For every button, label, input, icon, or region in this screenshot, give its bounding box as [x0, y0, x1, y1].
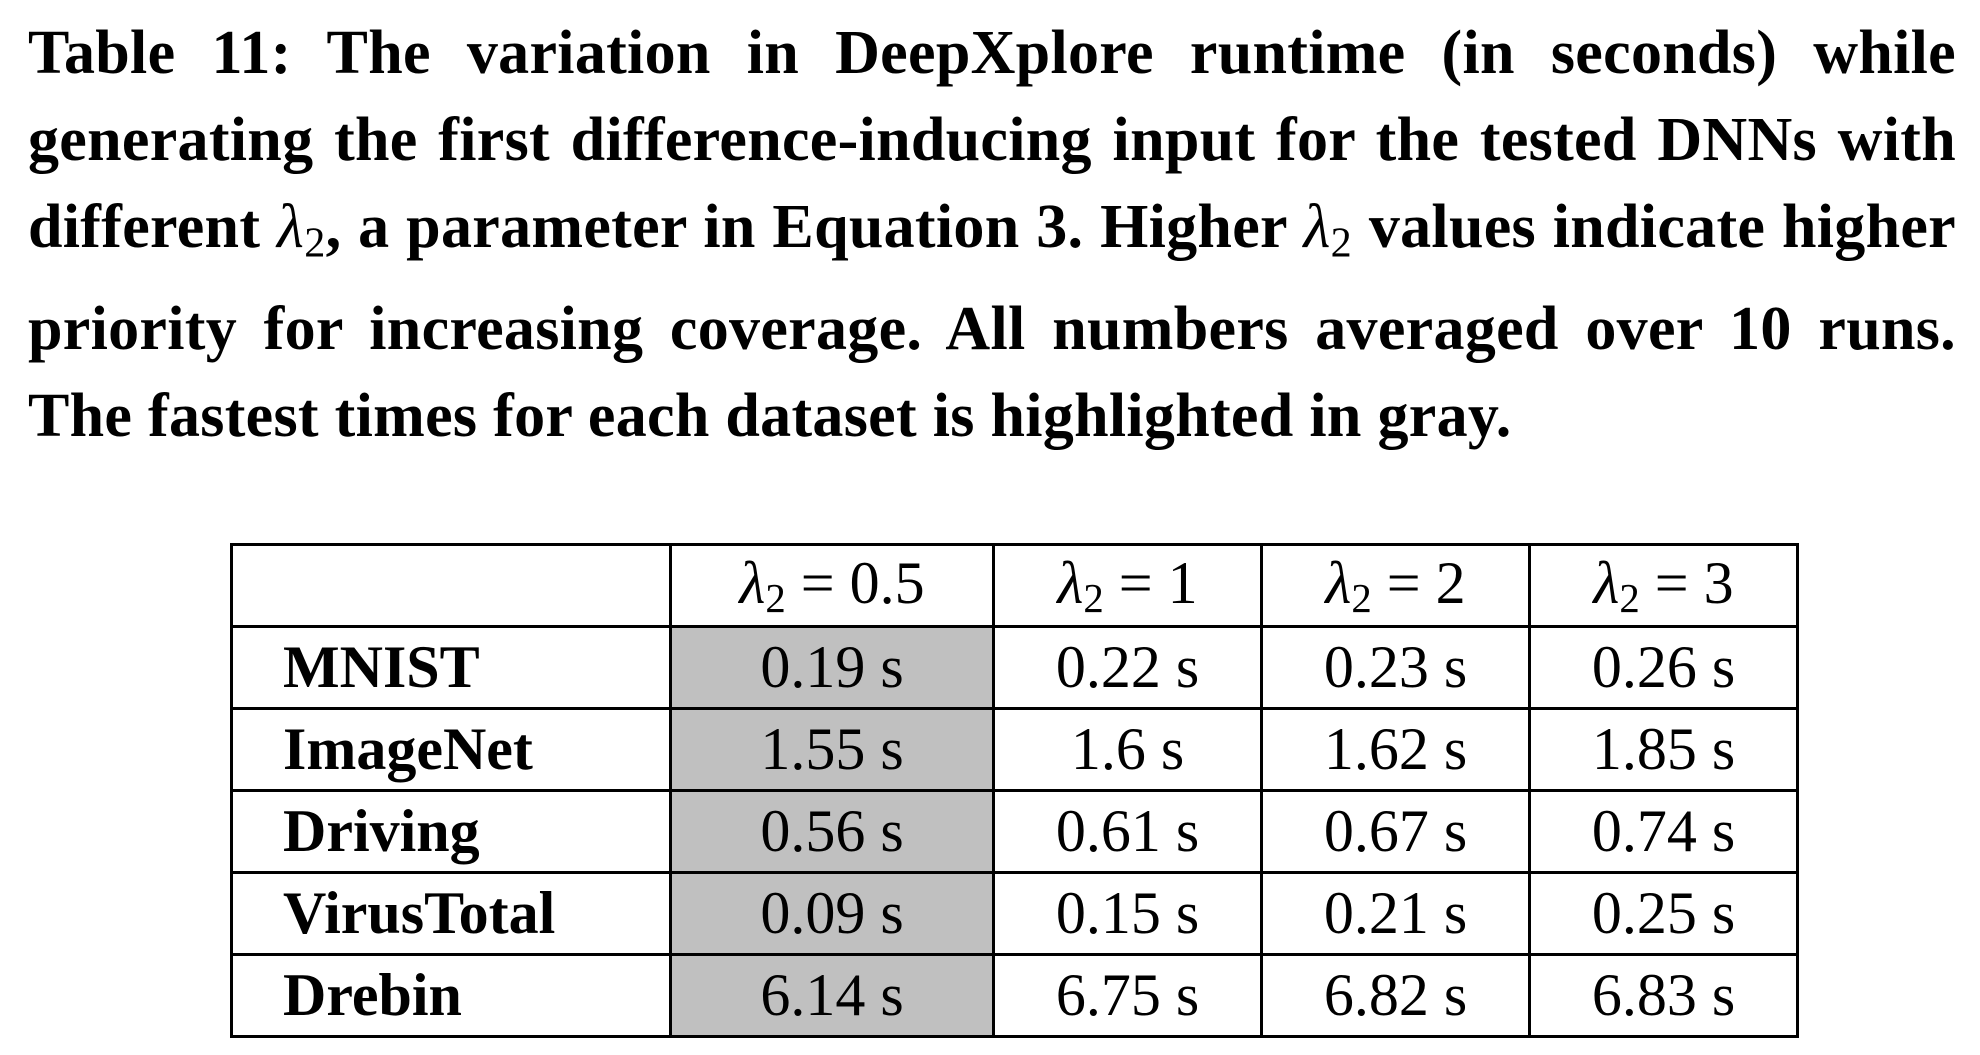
- table-cell-highlighted: 1.55 s: [669, 707, 995, 792]
- lambda-symbol: λ2: [277, 193, 326, 267]
- caption-label: Table 11:: [28, 19, 292, 87]
- table-caption: Table 11: The variation in DeepXplore ru…: [28, 10, 1956, 460]
- table-cell-highlighted: 0.56 s: [669, 789, 995, 874]
- column-header: λ2 = 3: [1528, 543, 1799, 628]
- table-cell-highlighted: 0.19 s: [669, 625, 995, 710]
- results-table: λ2 = 0.5 λ2 = 1 λ2 = 2 λ2 = 3 MNIST 0.19…: [230, 543, 1799, 1038]
- table-row: ImageNet 1.55 s 1.6 s 1.62 s 1.85 s: [230, 707, 1799, 792]
- table-cell: 0.61 s: [992, 789, 1263, 874]
- table-cell: 1.62 s: [1260, 707, 1531, 792]
- table-cell: 0.23 s: [1260, 625, 1531, 710]
- table-cell: 0.25 s: [1528, 871, 1799, 956]
- table-row: VirusTotal 0.09 s 0.15 s 0.21 s 0.25 s: [230, 871, 1799, 956]
- row-header: Driving: [230, 789, 672, 874]
- table-header-row: λ2 = 0.5 λ2 = 1 λ2 = 2 λ2 = 3: [230, 543, 1799, 628]
- table-cell: 1.6 s: [992, 707, 1263, 792]
- row-header: MNIST: [230, 625, 672, 710]
- table-cell: 0.22 s: [992, 625, 1263, 710]
- column-header: λ2 = 1: [992, 543, 1263, 628]
- table-cell: 6.83 s: [1528, 953, 1799, 1038]
- table-cell: 6.82 s: [1260, 953, 1531, 1038]
- table-cell: 0.15 s: [992, 871, 1263, 956]
- table-row: MNIST 0.19 s 0.22 s 0.23 s 0.26 s: [230, 625, 1799, 710]
- lambda-symbol: λ2: [1303, 193, 1353, 267]
- table-cell: 0.74 s: [1528, 789, 1799, 874]
- caption-text-before: The variation in DeepXplore runtime (in …: [28, 19, 1956, 261]
- table-cell: 1.85 s: [1528, 707, 1799, 792]
- table-cell: 0.67 s: [1260, 789, 1531, 874]
- table-cell-highlighted: 0.09 s: [669, 871, 995, 956]
- table-cell: 6.75 s: [992, 953, 1263, 1038]
- caption-text-middle: , a parameter in Equation 3. Higher: [325, 193, 1287, 261]
- table-cell: 0.26 s: [1528, 625, 1799, 710]
- corner-cell: [230, 543, 672, 628]
- table-cell: 0.21 s: [1260, 871, 1531, 956]
- row-header: ImageNet: [230, 707, 672, 792]
- table-row: Driving 0.56 s 0.61 s 0.67 s 0.74 s: [230, 789, 1799, 874]
- caption-text-after: values indicate higher priority for incr…: [28, 193, 1956, 451]
- table-row: Drebin 6.14 s 6.75 s 6.82 s 6.83 s: [230, 953, 1799, 1038]
- column-header: λ2 = 0.5: [669, 543, 995, 628]
- row-header: VirusTotal: [230, 871, 672, 956]
- table-cell-highlighted: 6.14 s: [669, 953, 995, 1038]
- column-header: λ2 = 2: [1260, 543, 1531, 628]
- row-header: Drebin: [230, 953, 672, 1038]
